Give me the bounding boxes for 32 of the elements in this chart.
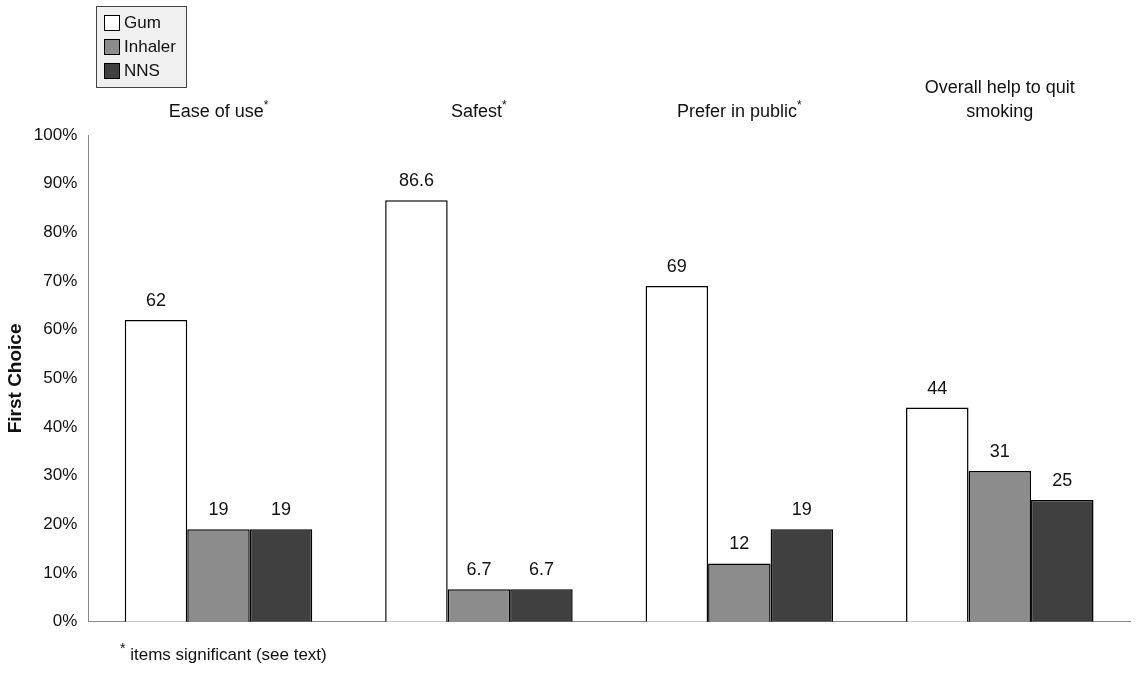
data-label: 86.6 [398, 170, 434, 191]
x-tick-label: Ease of use* [168, 98, 269, 121]
data-label: 19 [270, 499, 292, 520]
data-label: 62 [145, 289, 167, 310]
y-tick-label: 10% [43, 562, 78, 582]
x-tick-label: Prefer in public* [676, 98, 803, 121]
y-tick-label: 50% [43, 368, 78, 388]
y-tick-label: 30% [43, 465, 78, 485]
data-label: 6.7 [528, 559, 554, 580]
data-label: 12 [729, 533, 750, 554]
data-label: 6.7 [466, 559, 492, 580]
legend-label: Inhaler [124, 37, 176, 57]
data-label: 25 [1052, 470, 1073, 491]
y-tick-label: 20% [43, 514, 78, 534]
y-tick-label: 70% [43, 270, 78, 290]
data-label: 69 [666, 255, 687, 276]
y-tick-label: 80% [43, 222, 78, 242]
legend-label: NNS [124, 61, 160, 81]
text: $^{*}$ items significant (see text) [120, 640, 327, 665]
y-tick-label: 100% [33, 124, 78, 144]
y-axis-title: First Choice [3, 323, 25, 434]
y-tick-label: 90% [43, 173, 78, 193]
x-tick-label: Overall help to quit smoking [924, 77, 1075, 121]
data-label: 31 [989, 440, 1010, 461]
y-tick-label: 60% [43, 319, 78, 339]
x-tick-label: Safest* [451, 98, 508, 121]
data-label: 44 [927, 377, 948, 398]
data-label: 19 [208, 499, 229, 520]
legend-label: Gum [124, 13, 161, 33]
y-tick-label: 40% [43, 416, 78, 436]
data-label: 19 [791, 499, 812, 520]
y-tick-label: 0% [52, 611, 78, 631]
